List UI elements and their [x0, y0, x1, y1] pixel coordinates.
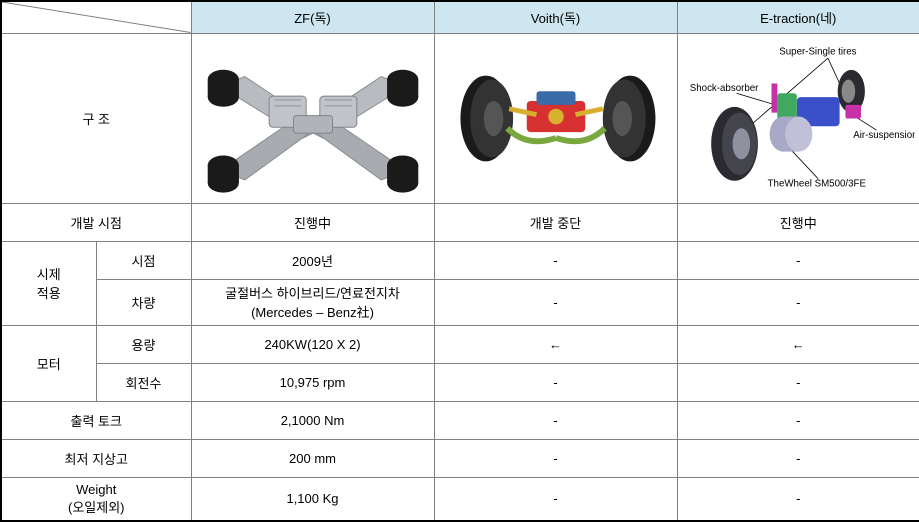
cell-dev-zf: 진행中 [191, 203, 434, 241]
col-header-zf: ZF(독) [191, 1, 434, 33]
cell-torque-etr: - [677, 401, 919, 439]
etraction-label-air: Air-suspension [853, 129, 915, 140]
cell-proto-veh-voith: - [434, 279, 677, 325]
group-label-motor: 모터 [1, 325, 96, 401]
sub-label-motor-rpm: 회전수 [96, 363, 191, 401]
cell-proto-veh-zf: 굴절버스 하이브리드/연료전지차(Mercedes – Benz社) [191, 279, 434, 325]
cell-torque-zf: 2,1000 Nm [191, 401, 434, 439]
row-torque: 출력 토크 2,1000 Nm - - [1, 401, 919, 439]
cell-motor-rpm-etr: - [677, 363, 919, 401]
etraction-illustration: Super-Single tires Shock-absorber Air-su… [682, 38, 916, 199]
row-structure: 구 조 [1, 33, 919, 203]
header-row: ZF(독) Voith(독) E-traction(네) [1, 1, 919, 33]
row-clearance: 최저 지상고 200 mm - - [1, 439, 919, 477]
row-label-torque: 출력 토크 [1, 401, 191, 439]
row-dev-status: 개발 시점 진행中 개발 중단 진행中 [1, 203, 919, 241]
cell-motor-rpm-zf: 10,975 rpm [191, 363, 434, 401]
col-header-etraction: E-traction(네) [677, 1, 919, 33]
col-header-voith: Voith(독) [434, 1, 677, 33]
row-label-structure: 구 조 [1, 33, 191, 203]
diagram-voith [434, 33, 677, 203]
etraction-label-tires: Super-Single tires [779, 46, 856, 57]
sub-label-proto-veh: 차량 [96, 279, 191, 325]
etraction-label-wheel: TheWheel SM500/3FE [767, 178, 866, 189]
comparison-table: ZF(독) Voith(독) E-traction(네) 구 조 [0, 0, 919, 522]
cell-motor-cap-voith: ← [434, 325, 677, 363]
row-motor-cap: 모터 용량 240KW(120 X 2) ← ← [1, 325, 919, 363]
cell-weight-zf: 1,100 Kg [191, 477, 434, 521]
cell-clearance-zf: 200 mm [191, 439, 434, 477]
cell-proto-time-voith: - [434, 241, 677, 279]
row-weight: Weight(오일제외) 1,100 Kg - - [1, 477, 919, 521]
cell-motor-cap-zf: 240KW(120 X 2) [191, 325, 434, 363]
cell-proto-veh-etr: - [677, 279, 919, 325]
voith-axle-illustration [439, 38, 673, 199]
cell-clearance-etr: - [677, 439, 919, 477]
group-label-proto: 시제적용 [1, 241, 96, 325]
row-motor-rpm: 회전수 10,975 rpm - - [1, 363, 919, 401]
cell-dev-voith: 개발 중단 [434, 203, 677, 241]
cell-clearance-voith: - [434, 439, 677, 477]
etraction-label-shock: Shock-absorber [689, 83, 758, 94]
cell-weight-etr: - [677, 477, 919, 521]
row-proto-time: 시제적용 시점 2009년 - - [1, 241, 919, 279]
row-label-dev: 개발 시점 [1, 203, 191, 241]
header-corner [1, 1, 191, 33]
cell-proto-time-zf: 2009년 [191, 241, 434, 279]
diagram-zf [191, 33, 434, 203]
row-label-weight: Weight(오일제외) [1, 477, 191, 521]
zf-axle-illustration [196, 38, 430, 199]
cell-torque-voith: - [434, 401, 677, 439]
cell-weight-voith: - [434, 477, 677, 521]
row-label-clearance: 최저 지상고 [1, 439, 191, 477]
sub-label-motor-cap: 용량 [96, 325, 191, 363]
diagram-etraction: Super-Single tires Shock-absorber Air-su… [677, 33, 919, 203]
cell-motor-cap-etr: ← [677, 325, 919, 363]
cell-motor-rpm-voith: - [434, 363, 677, 401]
cell-dev-etr: 진행中 [677, 203, 919, 241]
cell-proto-time-etr: - [677, 241, 919, 279]
sub-label-proto-time: 시점 [96, 241, 191, 279]
row-proto-vehicle: 차량 굴절버스 하이브리드/연료전지차(Mercedes – Benz社) - … [1, 279, 919, 325]
